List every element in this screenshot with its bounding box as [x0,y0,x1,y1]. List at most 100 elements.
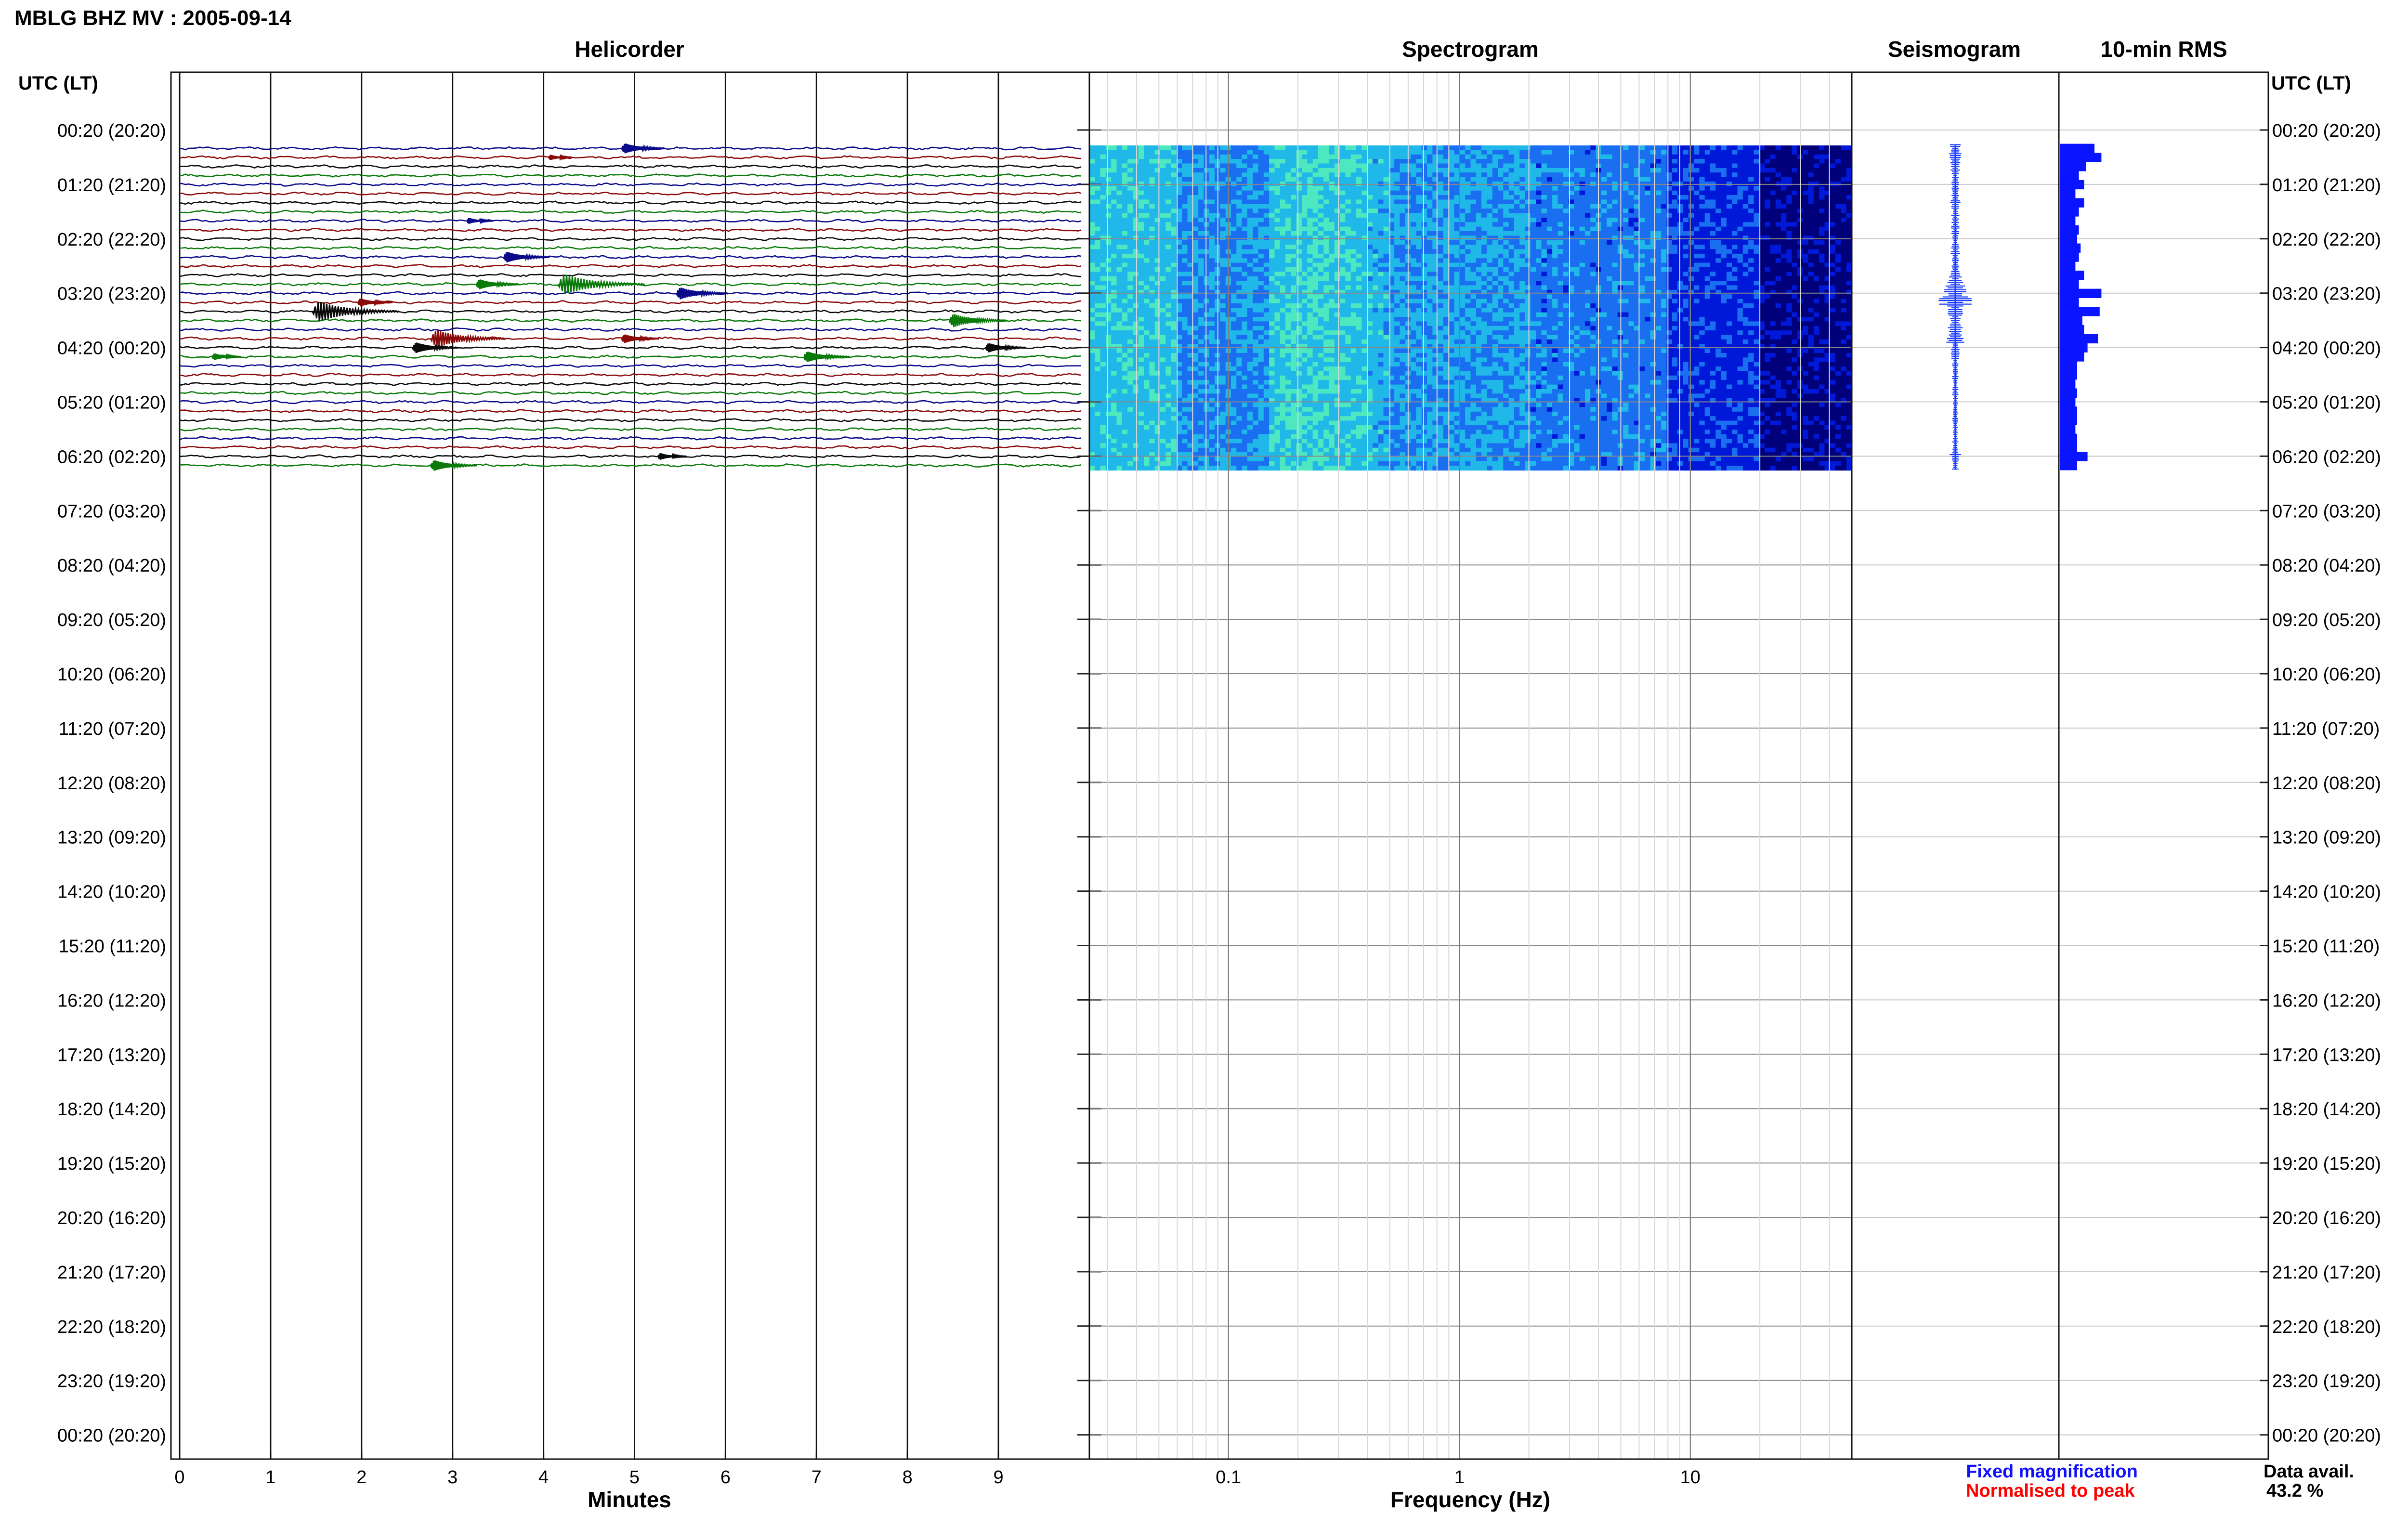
spectrogram-cell [1182,159,1188,164]
spectrogram-cell [1372,466,1378,471]
spectrogram-cell [1242,190,1248,196]
spectrogram-cell [1340,303,1346,308]
spectrogram-cell [1318,380,1324,385]
spectrogram-cell [1394,217,1400,222]
spectrogram-cell [1394,159,1400,164]
spectrogram-cell [1236,375,1243,380]
spectrogram-cell [1372,186,1378,191]
spectrogram-cell [1383,326,1389,331]
spectrogram-cell [1432,321,1439,326]
spectrogram-cell [1154,253,1161,259]
spectrogram-cell [1204,430,1210,435]
spectrogram-cell [1160,366,1166,372]
spectrogram-cell [1345,226,1351,232]
spectrogram-cell [1301,195,1308,200]
spectrogram-cell [1443,154,1449,159]
spectrogram-cell [1350,222,1357,227]
spectrogram-cell [1388,217,1395,222]
spectrogram-cell [1095,457,1101,462]
spectrogram-cell [1329,190,1335,196]
spectrogram-cell [1182,398,1188,403]
spectrogram-cell [1394,357,1400,363]
spectrogram-cell [1459,235,1466,241]
spectrogram-cell [1263,407,1269,412]
spectrogram-cell [1378,163,1384,169]
spectrogram-cell [1160,217,1166,222]
spectrogram-cell [1209,204,1215,209]
spectrogram-cell [1089,209,1095,214]
spectrogram-cell [1165,199,1172,205]
spectrogram-cell [1361,204,1368,209]
spectrogram-cell [1291,217,1297,222]
spectrogram-cell [1345,452,1351,457]
spectrogram-cell [1350,204,1357,209]
spectrogram-cell [1242,430,1248,435]
spectrogram-cell [1149,240,1155,245]
spectrogram-cell [1220,303,1226,308]
spectrogram-cell [1182,434,1188,439]
spectrogram-cell [1334,172,1340,178]
spectrogram-cell [1209,389,1215,394]
spectrogram-cell [1345,321,1351,326]
spectrogram-cell [1291,267,1297,272]
spectrogram-cell [1454,222,1460,227]
spectrogram-cell [1388,145,1395,150]
spectrogram-cell [1116,299,1123,304]
spectrogram-cell [1411,145,1417,150]
spectrogram-cell [1323,163,1330,169]
spectrogram-cell [1361,335,1368,340]
spectrogram-cell [1192,411,1199,417]
spectrogram-cell [1280,245,1286,250]
spectrogram-cell [1274,235,1281,241]
spectrogram-cell [1301,321,1308,326]
spectrogram-cell [1372,416,1378,421]
spectrogram-cell [1100,226,1106,232]
spectrogram-cell [1154,438,1161,444]
spectrogram-cell [1350,357,1357,363]
spectrogram-cell [1133,245,1139,250]
spectrogram-cell [1247,411,1253,417]
spectrogram-cell [1388,362,1395,367]
spectrogram-cell [1301,434,1308,439]
spectrogram-cell [1367,276,1373,281]
spectrogram-cell [1236,420,1243,426]
spectrogram-cell [1329,186,1335,191]
spectrogram-cell [1394,294,1400,300]
spectrogram-cell [1116,213,1123,218]
spectrogram-cell [1318,240,1324,245]
spectrogram-cell [1307,235,1313,241]
spectrogram-cell [1095,438,1101,444]
spectrogram-cell [1198,321,1204,326]
spectrogram-cell [1323,217,1330,222]
spectrogram-cell [1388,276,1395,281]
spectrogram-cell [1356,195,1362,200]
spectrogram-cell [1127,366,1134,372]
spectrogram-cell [1204,461,1210,466]
spectrogram-cell [1367,420,1373,426]
spectrogram-cell [1367,186,1373,191]
spectrogram-cell [1154,384,1161,390]
spectrogram-cell [1454,352,1460,358]
spectrogram-cell [1192,217,1199,222]
spectrogram-cell [1192,447,1199,453]
spectrogram-cell [1388,222,1395,227]
spectrogram-cell [1253,344,1259,349]
spectrogram-cell [1394,145,1400,150]
spectrogram-cell [1116,389,1123,394]
spectrogram-cell [1160,434,1166,439]
spectrogram-cell [1187,294,1193,300]
spectrogram-cell [1291,389,1297,394]
spectrogram-cell [1165,335,1172,340]
spectrogram-cell [1253,217,1259,222]
spectrogram-cell [1334,303,1340,308]
spectrogram-cell [1372,438,1378,444]
spectrogram-cell [1154,330,1161,336]
spectrogram-cell [1171,384,1177,390]
spectrogram-cell [1323,258,1330,263]
spectrogram-cell [1111,362,1117,367]
spectrogram-cell [1176,249,1182,254]
spectrogram-cell [1388,308,1395,313]
spectrogram-cell [1361,430,1368,435]
spectrogram-cell [1334,163,1340,169]
spectrogram-cell [1263,366,1269,372]
